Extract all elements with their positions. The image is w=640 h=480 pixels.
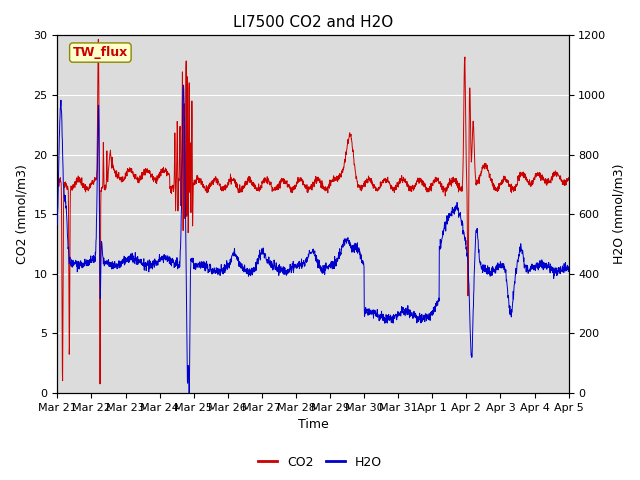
- Y-axis label: H2O (mmol/m3): H2O (mmol/m3): [612, 164, 625, 264]
- Legend: CO2, H2O: CO2, H2O: [253, 451, 387, 474]
- Text: TW_flux: TW_flux: [73, 46, 128, 59]
- X-axis label: Time: Time: [298, 419, 328, 432]
- Y-axis label: CO2 (mmol/m3): CO2 (mmol/m3): [15, 164, 28, 264]
- Title: LI7500 CO2 and H2O: LI7500 CO2 and H2O: [233, 15, 393, 30]
